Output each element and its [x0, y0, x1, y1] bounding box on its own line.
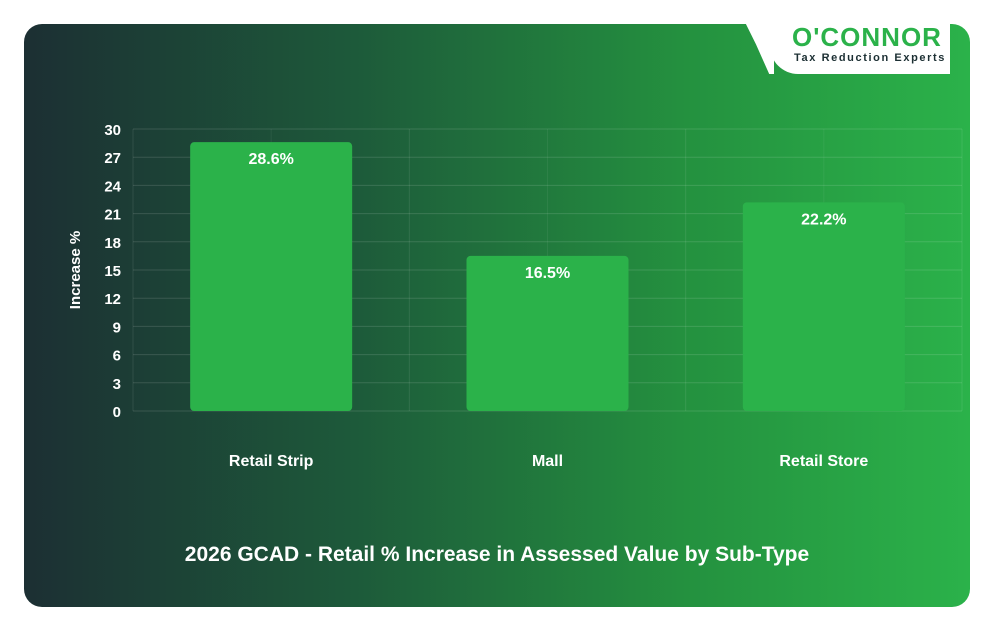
y-tick-label: 30: [104, 122, 121, 139]
chart-title: 2026 GCAD - Retail % Increase in Assesse…: [184, 543, 810, 566]
bar-value-label: 22.2%: [801, 211, 846, 228]
y-tick-label: 21: [104, 207, 121, 224]
y-tick-label: 0: [113, 404, 121, 421]
y-tick-label: 6: [113, 348, 121, 365]
y-axis-label: Increase %: [67, 231, 84, 309]
bar: [742, 202, 905, 411]
y-tick-label: 24: [104, 178, 121, 195]
y-tick-label: 18: [104, 235, 121, 252]
y-tick-label: 15: [104, 263, 121, 280]
brand-logo: O'CONNOR: [792, 22, 942, 52]
bar: [190, 142, 353, 411]
logo-tab: [770, 0, 950, 74]
y-tick-label: 12: [104, 291, 121, 308]
bar-value-label: 16.5%: [525, 265, 570, 282]
bar: [466, 255, 629, 411]
bar-value-label: 28.6%: [248, 151, 293, 168]
brand-tagline: Tax Reduction Experts: [794, 52, 946, 64]
y-tick-label: 3: [113, 376, 121, 393]
y-tick-label: 9: [113, 319, 121, 336]
y-tick-label: 27: [104, 150, 121, 167]
x-tick-label: Retail Store: [779, 453, 868, 470]
x-tick-label: Mall: [532, 453, 563, 470]
x-tick-label: Retail Strip: [229, 453, 314, 470]
